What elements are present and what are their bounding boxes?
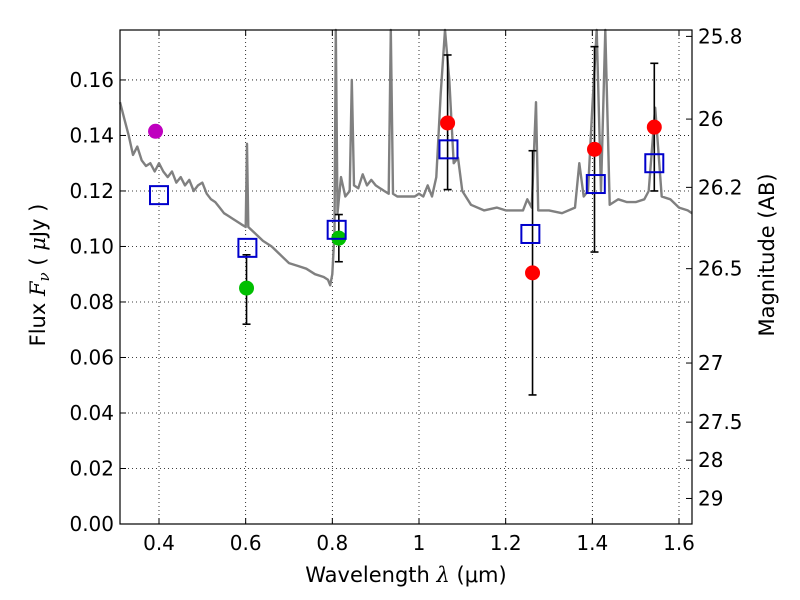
x-tick-label: 0.4 [143, 531, 175, 555]
y-axis-label-mu: μ [26, 237, 50, 251]
x-axis-label-symbol: λ [436, 563, 450, 587]
spectrum-layer [118, 28, 693, 287]
y-tick-label: 0.04 [69, 401, 114, 425]
observed-point [239, 280, 255, 296]
y2-tick-label: 25.8 [698, 24, 743, 48]
y-tick-label: 0.14 [69, 123, 114, 147]
model-square [644, 153, 665, 174]
y-axis-label: Flux Fν ( μJy ) [26, 204, 53, 347]
y-tick-label: 0.16 [69, 68, 114, 92]
y2-tick-label: 26.5 [698, 257, 743, 281]
y-axis-label-prefix: Flux [26, 296, 50, 346]
observed-point [646, 119, 662, 135]
y-axis-label-symbol: F [26, 280, 50, 297]
y2-tick-label: 26.2 [698, 175, 743, 199]
tick-layer: 0.4 0.6 0.8 1 1.2 1.4 1.6 0.00 0.02 0.04 0.06 0.08 0… [69, 24, 742, 555]
x-axis-label-prefix: Wavelength [305, 563, 436, 587]
x-tick-label: 0.8 [316, 531, 348, 555]
y-axis-label-subscript: ν [35, 272, 53, 281]
y-tick-label: 0.08 [69, 290, 114, 314]
y-axis-label-open: ( [26, 251, 50, 273]
observed-point [525, 265, 541, 281]
x-tick-label: 1.2 [490, 531, 522, 555]
marker-layer [148, 115, 665, 296]
y2-tick-label: 27 [698, 351, 723, 375]
x-tick-label: 1.4 [576, 531, 608, 555]
x-axis-label-unit: (μm) [450, 563, 507, 587]
model-square [585, 174, 606, 195]
model-square [149, 185, 169, 206]
spectrum-line [118, 28, 693, 287]
y2-tick-label: 27.5 [698, 410, 743, 434]
y-tick-label: 0.00 [69, 512, 114, 536]
y-axis-label-unit: Jy ) [26, 204, 50, 240]
x-axis-label: Wavelength λ (μm) [305, 563, 506, 587]
y2-tick-label: 29 [698, 486, 723, 510]
x-tick-label: 0.6 [230, 531, 262, 555]
x-tick-label: 1.6 [663, 531, 695, 555]
y-tick-label: 0.06 [69, 345, 114, 369]
y2-tick-label: 26 [698, 107, 723, 131]
model-square [438, 139, 459, 160]
gridlines [120, 30, 692, 524]
model-square [237, 237, 258, 258]
observed-point [440, 115, 456, 131]
observed-point [148, 123, 164, 139]
y2-tick-label: 28 [698, 448, 723, 472]
y-tick-label: 0.02 [69, 456, 114, 480]
plot-frame [119, 29, 693, 525]
x-tick-label: 1 [413, 531, 426, 555]
model-square [520, 223, 541, 244]
model-square [326, 219, 347, 240]
y-tick-label: 0.10 [69, 234, 114, 258]
observed-point [587, 141, 602, 157]
y2-axis-label: Magnitude (AB) [755, 173, 779, 336]
y-tick-label: 0.12 [69, 179, 114, 203]
